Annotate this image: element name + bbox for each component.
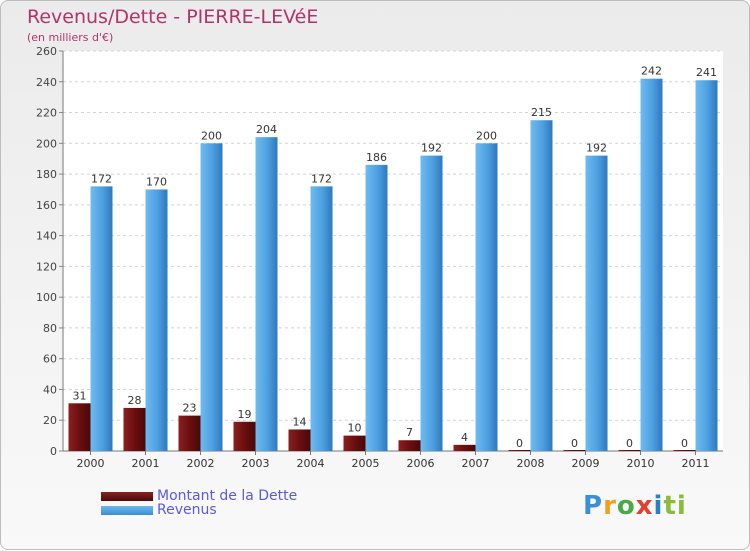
data-label-dette: 19	[238, 408, 252, 421]
data-label-dette: 0	[571, 437, 578, 450]
bar-dette	[288, 429, 311, 451]
bar-dette	[618, 450, 641, 451]
legend-item-dette: Montant de la Dette	[101, 488, 297, 504]
bar-dette	[68, 403, 91, 451]
bar-dette	[178, 415, 201, 451]
data-label-revenus: 215	[531, 106, 552, 119]
y-tick-label: 0	[50, 445, 57, 458]
y-tick-label: 60	[43, 353, 57, 366]
data-label-dette: 0	[626, 437, 633, 450]
data-label-revenus: 172	[91, 172, 112, 185]
bar-revenus	[585, 155, 608, 451]
data-label-revenus: 192	[421, 142, 442, 155]
bar-revenus	[695, 80, 718, 451]
bar-revenus	[90, 186, 113, 451]
bar-revenus	[475, 143, 498, 452]
data-label-revenus: 200	[476, 129, 497, 142]
bar-revenus	[145, 189, 168, 451]
data-label-dette: 10	[348, 422, 362, 435]
y-tick-label: 180	[36, 168, 57, 181]
y-tick-label: 20	[43, 414, 57, 427]
bar-revenus	[530, 120, 553, 451]
y-tick-label: 100	[36, 291, 57, 304]
bar-dette	[563, 450, 586, 451]
chart-subtitle: (en milliers d'€)	[27, 31, 114, 44]
x-tick-label: 2003	[242, 457, 270, 470]
legend-swatch-dette	[101, 491, 153, 501]
data-label-dette: 23	[183, 402, 197, 415]
y-tick-label: 140	[36, 230, 57, 243]
bar-revenus	[200, 143, 223, 452]
x-tick-label: 2010	[627, 457, 655, 470]
bar-revenus	[365, 164, 388, 451]
bar-revenus	[420, 155, 443, 451]
data-label-dette: 0	[516, 437, 523, 450]
bar-revenus	[640, 78, 663, 451]
bar-dette	[123, 407, 146, 451]
data-label-dette: 7	[406, 426, 413, 439]
bar-dette	[673, 450, 696, 451]
data-label-revenus: 200	[201, 129, 222, 142]
x-tick-label: 2011	[682, 457, 710, 470]
data-label-dette: 28	[128, 394, 142, 407]
x-tick-label: 2004	[297, 457, 325, 470]
x-tick-label: 2009	[572, 457, 600, 470]
data-label-revenus: 204	[256, 123, 277, 136]
bar-dette	[508, 450, 531, 451]
y-tick-label: 120	[36, 260, 57, 273]
legend-label-dette: Montant de la Dette	[157, 488, 298, 504]
data-label-revenus: 172	[311, 172, 332, 185]
y-tick-label: 200	[36, 137, 57, 150]
x-tick-label: 2005	[352, 457, 380, 470]
y-tick-label: 240	[36, 76, 57, 89]
x-tick-label: 2008	[517, 457, 545, 470]
legend-swatch-revenus	[101, 505, 153, 515]
proxiti-logo: Proxiti	[583, 491, 687, 521]
data-label-dette: 14	[293, 415, 307, 428]
plot-area	[63, 51, 723, 451]
legend-item-revenus: Revenus	[101, 502, 217, 518]
y-tick-label: 220	[36, 107, 57, 120]
bar-revenus	[255, 137, 278, 451]
data-label-dette: 31	[73, 389, 87, 402]
bar-dette	[453, 444, 476, 451]
x-tick-label: 2001	[132, 457, 160, 470]
data-label-revenus: 186	[366, 151, 387, 164]
chart-title: Revenus/Dette - PIERRE-LEVéE	[27, 6, 319, 28]
bar-dette	[398, 440, 421, 451]
data-label-revenus: 192	[586, 142, 607, 155]
y-tick-label: 80	[43, 322, 57, 335]
x-tick-label: 2007	[462, 457, 490, 470]
data-label-revenus: 242	[641, 65, 662, 78]
data-label-revenus: 241	[696, 66, 717, 79]
bar-dette	[233, 421, 256, 451]
y-tick-label: 260	[36, 45, 57, 58]
data-label-dette: 0	[681, 437, 688, 450]
data-label-revenus: 170	[146, 175, 167, 188]
data-label-dette: 4	[461, 431, 468, 444]
bar-revenus	[310, 186, 333, 451]
x-tick-label: 2002	[187, 457, 215, 470]
y-tick-label: 160	[36, 199, 57, 212]
x-tick-label: 2000	[77, 457, 105, 470]
x-tick-label: 2006	[407, 457, 435, 470]
legend-label-revenus: Revenus	[157, 502, 217, 518]
bar-dette	[343, 435, 366, 451]
y-tick-label: 40	[43, 383, 57, 396]
